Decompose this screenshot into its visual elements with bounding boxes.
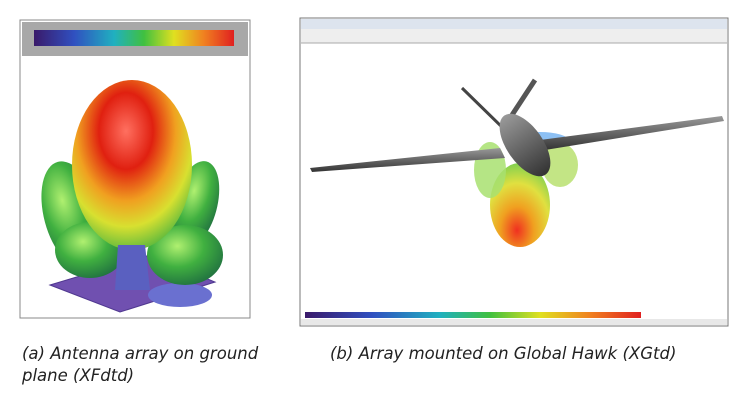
caption: (b) Array mounted on Global Hawk (XGtd) xyxy=(330,344,677,363)
main-lobe xyxy=(72,80,192,250)
panel-a-image xyxy=(19,19,251,319)
wing xyxy=(540,116,724,150)
panel-b-image xyxy=(299,17,729,327)
fuselage xyxy=(499,113,551,177)
wing xyxy=(310,148,505,172)
lobe xyxy=(115,245,150,290)
caption: (a) Antenna array on ground plane (XFdtd… xyxy=(22,344,259,385)
lobe xyxy=(148,283,212,307)
toolbar xyxy=(301,29,727,43)
lobe xyxy=(147,225,223,285)
main-lobe xyxy=(490,163,550,247)
status-bar xyxy=(301,319,727,325)
title-bar xyxy=(301,19,727,29)
colorbar xyxy=(34,30,234,46)
colorbar xyxy=(305,312,641,318)
lobe xyxy=(542,143,578,187)
figure-images xyxy=(19,17,729,327)
